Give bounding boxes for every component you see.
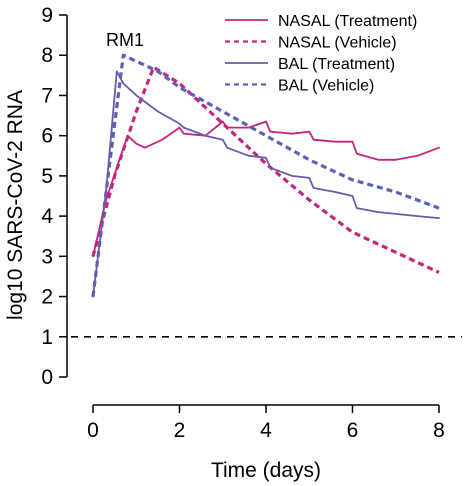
y-tick-label: 0 xyxy=(41,366,53,389)
rm1-annotation: RM1 xyxy=(106,30,144,50)
series-layer xyxy=(91,53,440,298)
y-tick-label: 6 xyxy=(41,125,53,148)
y-tick-label: 8 xyxy=(41,44,53,67)
y-tick-label: 5 xyxy=(41,165,53,188)
x-tick-label: 4 xyxy=(260,419,272,442)
legend-label: BAL (Treatment) xyxy=(278,56,395,73)
series-line-nasal-vehicle xyxy=(91,65,440,274)
y-tick-label: 3 xyxy=(41,245,53,268)
legend-label: NASAL (Treatment) xyxy=(278,13,417,30)
y-tick-label: 9 xyxy=(41,4,53,27)
series-line-nasal-treatment xyxy=(92,120,440,258)
y-tick-label: 7 xyxy=(41,84,53,107)
x-tick-label: 2 xyxy=(174,419,186,442)
y-tick-label: 1 xyxy=(41,326,53,349)
axes: 0 1 2 3 4 5 6 7 8 9 0 2 4 6 8 xyxy=(41,4,445,442)
y-tick-label: 4 xyxy=(41,205,53,228)
x-axis-title: Time (days) xyxy=(211,459,321,482)
x-tick-label: 6 xyxy=(347,419,359,442)
x-tick-label: 0 xyxy=(87,419,99,442)
series-line-bal-treatment xyxy=(92,70,440,298)
series-line-bal-vehicle xyxy=(91,53,440,297)
y-axis-title: log10 SARS-CoV-2 RNA xyxy=(4,90,27,320)
legend-label: NASAL (Vehicle) xyxy=(278,35,397,52)
legend-label: BAL (Vehicle) xyxy=(278,78,374,95)
x-tick-label: 8 xyxy=(433,419,445,442)
y-tick-label: 2 xyxy=(41,286,53,309)
legend: NASAL (Treatment) NASAL (Vehicle) BAL (Tre… xyxy=(225,13,417,95)
